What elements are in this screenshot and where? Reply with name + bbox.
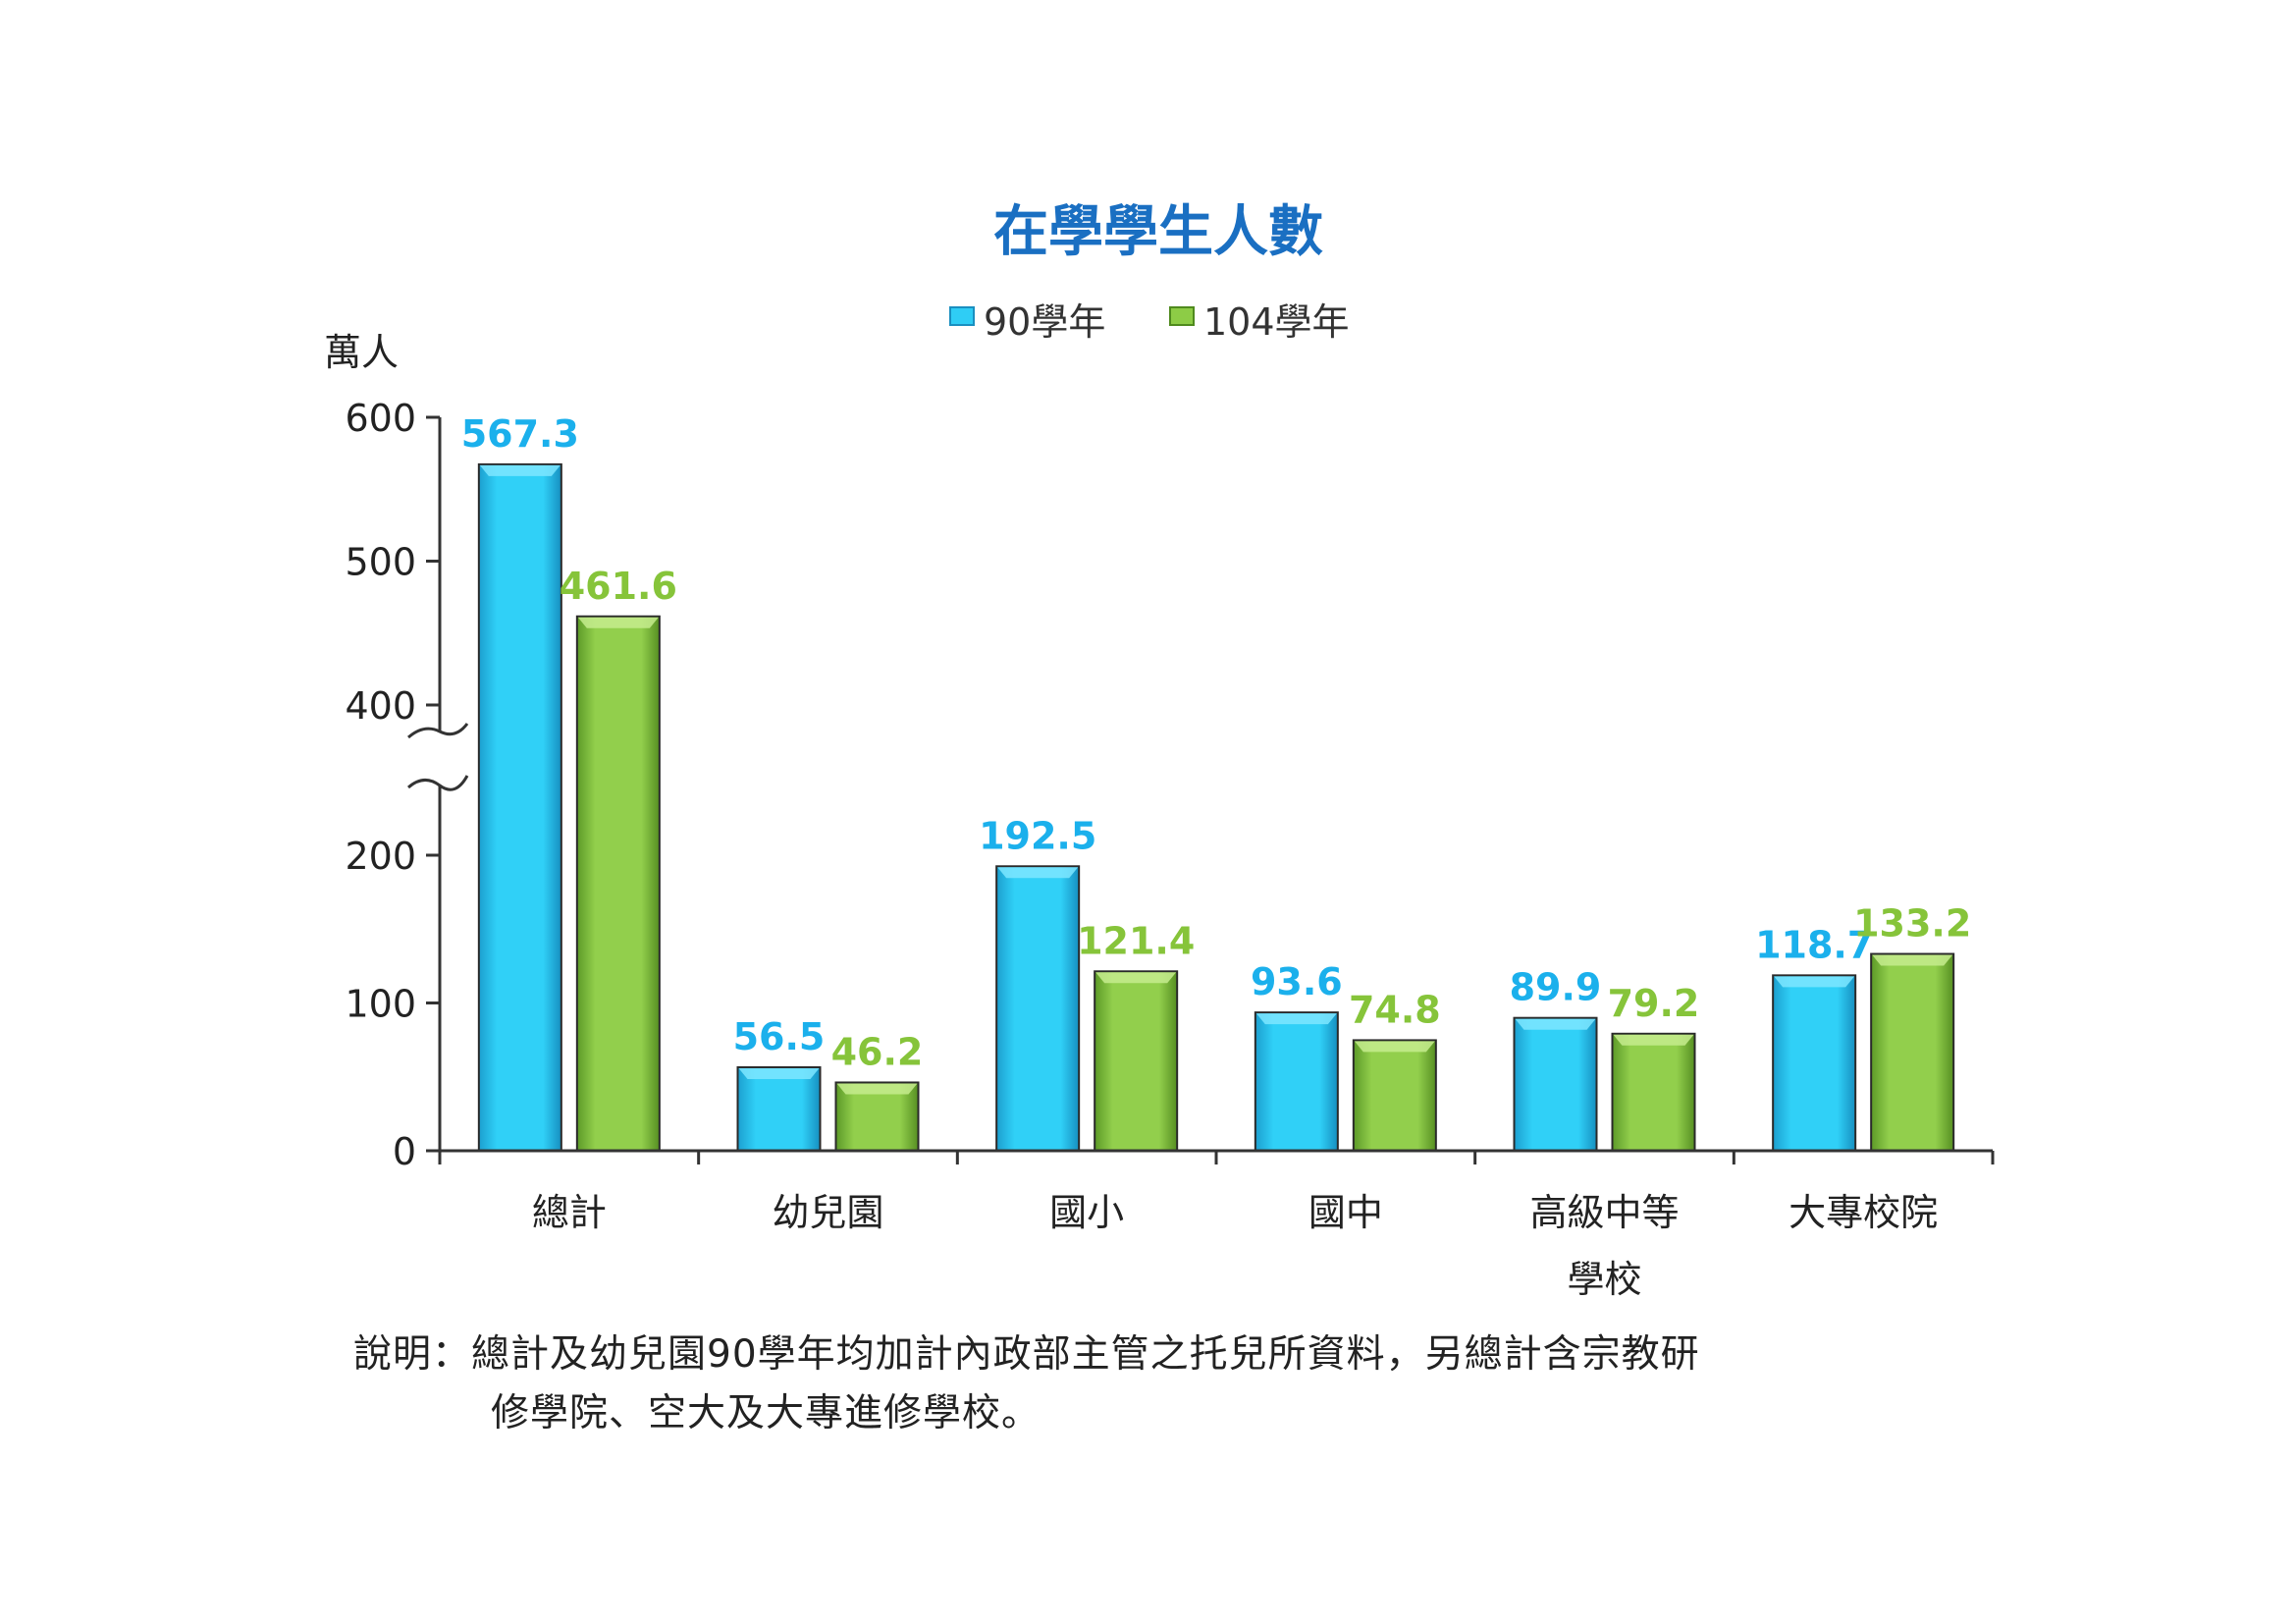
legend: 90學年 104學年 <box>949 300 1350 344</box>
data-label-series-2: 133.2 <box>1853 902 1971 946</box>
bar-series-2 <box>1870 952 1955 1152</box>
legend-label-2: 104學年 <box>1203 300 1350 344</box>
legend-item-1: 90學年 <box>949 300 1105 344</box>
bar-top-bevel <box>479 464 561 476</box>
x-tick-label: 總計 <box>532 1191 607 1234</box>
bar-top-bevel <box>836 1083 918 1095</box>
x-tick-label: 國小 <box>1049 1191 1124 1234</box>
data-label-series-1: 118.7 <box>1755 923 1873 966</box>
x-tick-label: 學校 <box>1567 1258 1641 1301</box>
bar-top-bevel <box>1354 1041 1435 1053</box>
data-label-series-2: 46.2 <box>831 1030 924 1073</box>
bar-series-2 <box>1352 1039 1437 1153</box>
bar-series-2 <box>575 615 661 1152</box>
bar-series-1 <box>1254 1011 1339 1152</box>
data-label-series-1: 56.5 <box>733 1015 826 1058</box>
y-tick-label: 400 <box>345 684 416 728</box>
bar-series-1 <box>995 865 1081 1152</box>
x-tick-label: 幼兒園 <box>772 1191 883 1234</box>
x-tick-label: 大專校院 <box>1789 1191 1938 1234</box>
data-label-series-2: 461.6 <box>560 565 677 608</box>
bar-series-1 <box>1772 974 1857 1152</box>
legend-swatch-2 <box>1169 306 1195 326</box>
bar-top-bevel <box>1095 972 1177 984</box>
y-tick-label: 500 <box>345 541 416 584</box>
y-tick-label: 200 <box>345 835 416 878</box>
y-axis-ticks: 0 100 200 400 500 600 <box>345 397 440 1173</box>
y-tick-label: 100 <box>345 983 416 1026</box>
bar-top-bevel <box>577 617 659 628</box>
x-tick-label: 高級中等 <box>1529 1191 1679 1234</box>
x-tick-label: 國中 <box>1308 1191 1383 1234</box>
data-label-series-2: 121.4 <box>1077 919 1195 962</box>
bar-top-bevel <box>1515 1018 1596 1030</box>
bar-series-1 <box>736 1065 822 1153</box>
data-label-series-1: 567.3 <box>461 412 579 456</box>
bar-top-bevel <box>997 867 1079 879</box>
y-tick-label: 600 <box>345 397 416 440</box>
bar-top-bevel <box>1774 976 1855 988</box>
legend-label-1: 90學年 <box>984 300 1105 344</box>
y-axis <box>407 417 469 1151</box>
bar-top-bevel <box>1613 1034 1694 1046</box>
legend-swatch-1 <box>949 306 975 326</box>
data-label-series-1: 93.6 <box>1251 960 1343 1003</box>
data-label-series-2: 74.8 <box>1349 988 1441 1031</box>
data-label-series-1: 89.9 <box>1510 966 1602 1009</box>
bar-top-bevel <box>1255 1013 1337 1025</box>
axis-break-mark-top <box>407 723 469 739</box>
bar-top-bevel <box>1872 954 1953 966</box>
y-axis-unit-label: 萬人 <box>324 331 399 374</box>
bars: 567.3 56.5 192.5 93.6 89.9 118.7 461.6 46.2 121.… <box>461 412 1971 1153</box>
bar-series-2 <box>1611 1032 1696 1152</box>
bar-top-bevel <box>738 1067 820 1079</box>
axis-break-mark-bottom <box>407 775 469 791</box>
note-line-2: 修學院、空大及大專進修學校。 <box>491 1391 1041 1435</box>
bar-series-1 <box>477 462 562 1152</box>
bar-series-1 <box>1513 1016 1598 1152</box>
y-tick-label: 0 <box>393 1130 416 1173</box>
chart-title: 在學學生人數 <box>993 200 1323 264</box>
data-label-series-2: 79.2 <box>1608 982 1700 1025</box>
legend-item-2: 104學年 <box>1169 300 1350 344</box>
note-line-1: 說明：總計及幼兒園90學年均加計內政部主管之托兒所資料，另總計含宗教研 <box>353 1332 1700 1377</box>
bar-series-2 <box>1094 970 1179 1153</box>
data-label-series-1: 192.5 <box>979 814 1096 857</box>
